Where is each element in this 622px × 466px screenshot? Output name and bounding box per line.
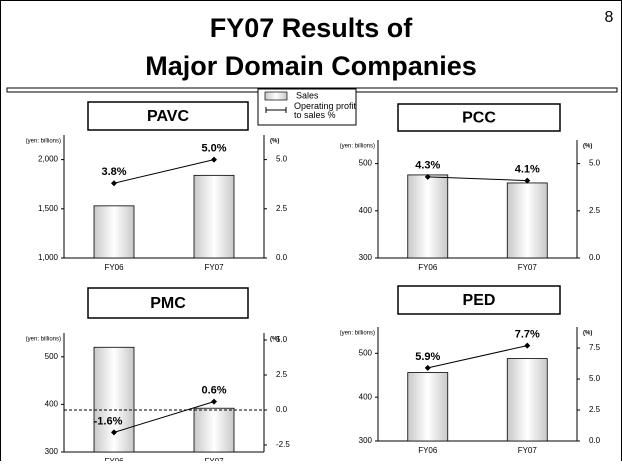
chart-name: PAVC — [147, 108, 190, 125]
title-line: FY07 Results of — [210, 13, 414, 43]
point — [424, 364, 431, 371]
line — [427, 345, 528, 369]
y2-tick-label: 5.0 — [276, 335, 288, 344]
y2-tick-label: 2.5 — [276, 204, 288, 213]
y2-tick-label: 5.0 — [589, 159, 601, 168]
legend-label: Operating profit to sales % — [294, 102, 357, 120]
y2-tick-label: 7.5 — [589, 343, 601, 352]
page-number: 8 — [605, 9, 614, 26]
x-tick-label: FY06 — [104, 457, 124, 461]
point — [111, 429, 117, 436]
value-label: 4.1% — [515, 163, 540, 175]
y2-tick-label: 5.0 — [276, 155, 288, 164]
y2-tick-label: -2.5 — [276, 440, 290, 449]
y-tick-label: 1,000 — [38, 253, 59, 262]
point — [524, 177, 531, 184]
y2-tick-label: 5.0 — [589, 374, 601, 383]
y2-axis-label: (%) — [270, 337, 279, 343]
line — [113, 159, 215, 184]
bar — [93, 205, 135, 259]
point — [211, 398, 217, 405]
title-line: Major Domain Companies — [145, 51, 477, 81]
y2-axis-label: (%) — [270, 139, 279, 145]
value-label: 3.8% — [101, 166, 126, 178]
y2-tick-label: 2.5 — [276, 370, 288, 379]
legend-label-wrap: Operating profit to sales % — [294, 102, 357, 120]
x-tick-label: FY06 — [104, 263, 124, 272]
legend-label: Sales — [296, 90, 319, 100]
line — [113, 401, 215, 433]
value-label: -1.6% — [94, 415, 123, 427]
chart-name-box — [397, 103, 561, 132]
y-axis-label: (yen: billions) — [26, 337, 61, 343]
bar — [506, 182, 548, 259]
chart: PED (yen: billions) (%) 300 400 500 0.0 2.5 5.0 7… — [340, 285, 601, 455]
y-tick-label: 500 — [359, 159, 373, 168]
chart-name: PCC — [462, 110, 496, 127]
bar — [506, 358, 548, 442]
x-tick-label: FY06 — [418, 446, 438, 455]
y-tick-label: 400 — [45, 400, 59, 409]
y-axis-label: (yen: billions) — [340, 144, 375, 150]
y2-tick-label: 2.5 — [589, 405, 601, 414]
y2-tick-label: 0.0 — [589, 253, 601, 262]
value-label: 5.9% — [415, 351, 440, 363]
chart: PCC (yen: billions) (%) 300 400 500 0.0 2.5 5.0 F… — [340, 103, 601, 272]
y-tick-label: 500 — [359, 348, 373, 357]
legend-swatch — [264, 91, 288, 101]
value-label: 7.7% — [515, 328, 540, 340]
bar — [193, 407, 235, 453]
y-tick-label: 400 — [359, 392, 373, 401]
y-tick-label: 1,500 — [38, 204, 59, 213]
chart: PMC (yen: billions) (%) 300 400 500 -2.5 0.0 2.5… — [26, 287, 290, 466]
x-tick-label: FY07 — [518, 263, 538, 272]
bar — [93, 346, 135, 453]
y2-tick-label: 2.5 — [589, 206, 601, 215]
chart-name-box — [87, 287, 249, 319]
chart-name-box — [397, 285, 561, 315]
bar — [407, 174, 449, 259]
y-tick-label: 400 — [359, 206, 373, 215]
bar — [407, 372, 449, 442]
x-tick-label: FY07 — [518, 446, 538, 455]
y-tick-label: 2,000 — [38, 155, 59, 164]
point — [111, 180, 117, 187]
y2-tick-label: 0.0 — [276, 253, 288, 262]
y2-tick-label: 0.0 — [589, 436, 601, 445]
x-tick-label: FY07 — [204, 263, 224, 272]
point — [424, 173, 431, 180]
y-axis-label: (yen: billions) — [340, 331, 375, 337]
value-label: 5.0% — [201, 143, 226, 155]
y-tick-label: 500 — [45, 352, 59, 361]
y-tick-label: 300 — [359, 253, 373, 262]
y2-tick-label: 0.0 — [276, 405, 288, 414]
x-tick-label: FY07 — [204, 457, 224, 461]
point — [211, 156, 217, 163]
line — [427, 176, 528, 182]
chart-name: PED — [463, 292, 496, 309]
point — [524, 342, 531, 349]
chart-name-box — [87, 101, 249, 131]
chart-name: PMC — [150, 295, 186, 312]
legend: Sales Operating profit to sales % — [257, 88, 357, 126]
y2-axis-label: (%) — [583, 331, 592, 337]
value-label: 0.6% — [201, 385, 226, 397]
y-tick-label: 300 — [359, 436, 373, 445]
y-axis-label: (yen: billions) — [26, 139, 61, 145]
y-tick-label: 300 — [45, 447, 59, 456]
x-tick-label: FY06 — [418, 263, 438, 272]
y2-axis-label: (%) — [583, 144, 592, 150]
value-label: 4.3% — [415, 160, 440, 172]
bar — [193, 174, 235, 259]
chart: PAVC (yen: billions) (%) 1,000 1,500 2,000 0.0… — [26, 101, 288, 272]
